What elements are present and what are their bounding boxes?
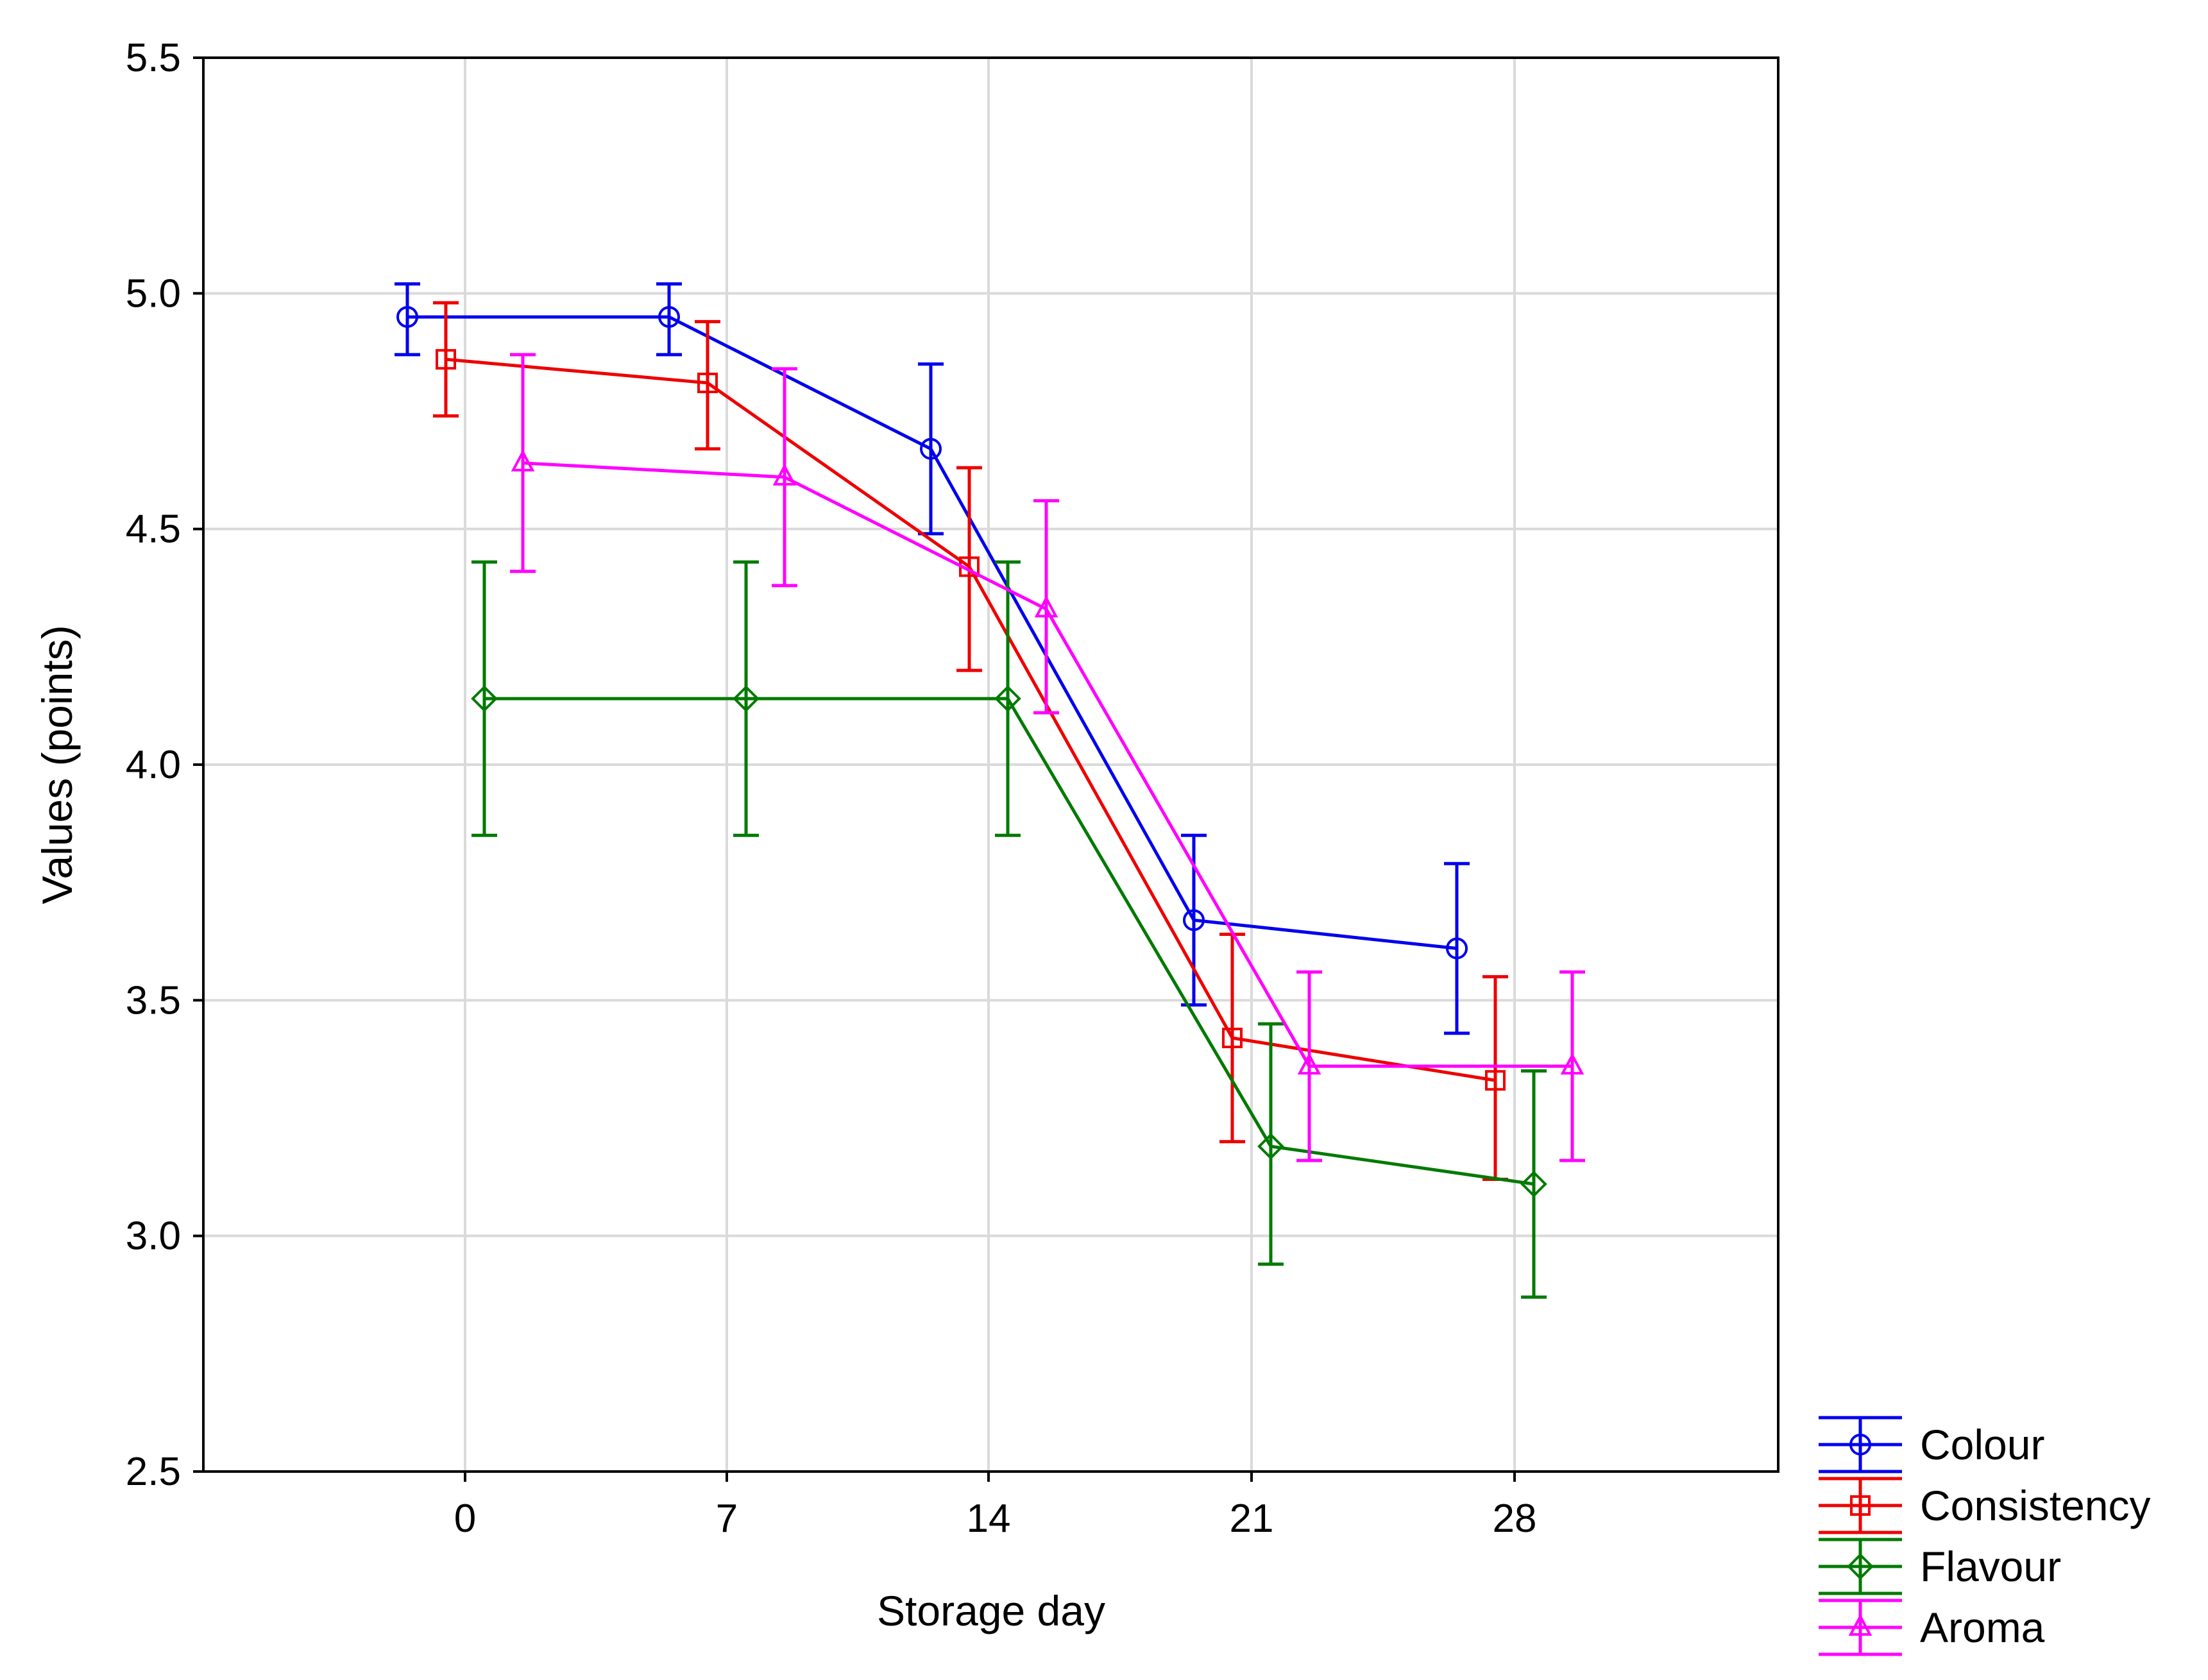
legend-label: Flavour (1920, 1543, 2061, 1590)
legend-item-aroma: Aroma (1819, 1599, 2045, 1656)
data-point (1485, 1070, 1506, 1091)
x-axis-title: Storage day (877, 1587, 1105, 1634)
y-tick-label: 2.5 (126, 1450, 181, 1494)
grid (203, 56, 1778, 1473)
data-point (733, 685, 760, 712)
y-tick-label: 3.5 (126, 978, 181, 1022)
legend-label: Consistency (1920, 1482, 2151, 1529)
series-consistency (433, 301, 1508, 1182)
legend-item-colour: Colour (1819, 1416, 2044, 1473)
y-tick-label: 4.0 (126, 743, 181, 787)
legend-marker (1848, 1613, 1873, 1636)
data-point (1520, 1171, 1547, 1198)
data-point (994, 685, 1021, 712)
x-tick-label: 14 (967, 1497, 1011, 1541)
data-point (1257, 1133, 1284, 1160)
legend-marker (1849, 1434, 1871, 1455)
series-colour (395, 282, 1470, 1035)
y-axis-title: Values (points) (33, 625, 81, 904)
legend-marker (1850, 1495, 1871, 1516)
y-tick-label: 4.5 (126, 507, 181, 552)
legend-label: Colour (1920, 1421, 2044, 1468)
legend: Colour Consistency Flavour Aroma (1819, 1416, 2151, 1656)
data-point (1034, 595, 1058, 618)
x-tick-label: 28 (1493, 1497, 1537, 1541)
series-layer (395, 282, 1585, 1299)
y-tick-label: 3.0 (126, 1214, 181, 1259)
data-point (511, 449, 535, 471)
data-point (1222, 1028, 1243, 1049)
y-axis-ticks: 2.5 3.0 3.5 4.0 4.5 5.0 5.5 (126, 36, 203, 1494)
data-point (1183, 909, 1205, 931)
data-point (772, 463, 797, 486)
legend-item-flavour: Flavour (1819, 1538, 2061, 1595)
data-point (436, 349, 456, 370)
data-point (920, 437, 942, 460)
y-tick-label: 5.0 (126, 271, 181, 316)
x-tick-label: 21 (1230, 1497, 1274, 1541)
x-axis-ticks: 0 7 14 21 28 (454, 1472, 1537, 1541)
legend-label: Aroma (1920, 1604, 2045, 1651)
data-point (697, 372, 718, 393)
x-tick-label: 7 (716, 1497, 738, 1541)
series-aroma (510, 353, 1585, 1162)
legend-item-consistency: Consistency (1819, 1477, 2151, 1534)
data-point (396, 306, 418, 328)
data-point (658, 306, 680, 328)
data-point (1446, 937, 1468, 960)
series-flavour (471, 560, 1547, 1299)
x-tick-label: 0 (454, 1497, 476, 1541)
y-tick-label: 5.5 (126, 36, 181, 80)
data-point (1560, 1052, 1584, 1075)
data-point (1297, 1052, 1321, 1075)
data-point (471, 685, 498, 712)
legend-marker (1847, 1553, 1874, 1580)
